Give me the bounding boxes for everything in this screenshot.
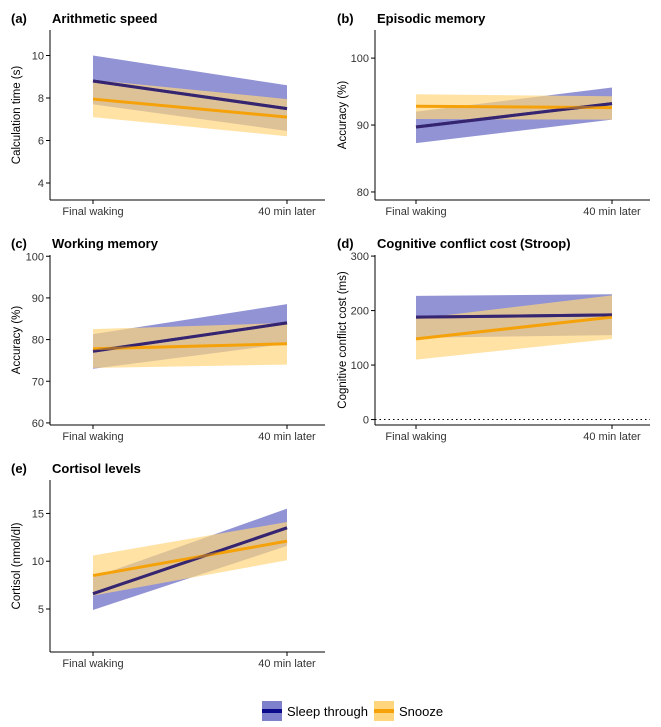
panel-title: Cortisol levels <box>52 461 141 476</box>
x-tick-label: Final waking <box>62 431 123 443</box>
x-tick-label: Final waking <box>385 431 446 443</box>
y-tick-label: 90 <box>32 293 44 305</box>
legend-item-snooze: Snooze <box>373 701 444 721</box>
series-line-overlap <box>92 321 288 353</box>
x-tick-label: Final waking <box>62 658 123 670</box>
x-tick-label: 40 min later <box>258 658 316 670</box>
y-tick-label: 0 <box>363 415 369 427</box>
y-tick-label: 100 <box>351 53 369 65</box>
panel-title: Episodic memory <box>377 11 486 26</box>
panel-label: (a) <box>11 11 27 26</box>
panel-title: Working memory <box>52 236 159 251</box>
y-tick-label: 10 <box>32 51 44 63</box>
y-axis-label: Calculation time (s) <box>11 66 23 165</box>
y-tick-label: 8 <box>38 93 44 105</box>
panel-label: (e) <box>11 461 27 476</box>
panel-title: Cognitive conflict cost (Stroop) <box>377 236 571 251</box>
panel-title: Arithmetic speed <box>52 11 158 26</box>
y-tick-label: 70 <box>32 376 44 388</box>
figure-canvas: (a) Arithmetic speed 4 6 8 10 Final waking 40 m… <box>11 11 650 670</box>
y-tick-label: 300 <box>351 251 369 263</box>
y-tick-label: 5 <box>38 604 44 616</box>
y-tick-label: 90 <box>357 120 369 132</box>
panel-c: (c) Working memory 60 70 80 90 100 Final waking… <box>11 236 325 443</box>
panel-label: (d) <box>337 236 354 251</box>
y-tick-label: 80 <box>32 335 44 347</box>
legend-swatch-sleep-through <box>262 701 282 721</box>
y-tick-label: 60 <box>32 418 44 430</box>
legend-item-sleep-through: Sleep through <box>262 701 368 721</box>
x-tick-label: 40 min later <box>258 206 316 218</box>
x-tick-label: 40 min later <box>258 431 316 443</box>
y-tick-label: 80 <box>357 187 369 199</box>
y-axis-label: Cortisol (nmol/dl) <box>11 522 23 609</box>
y-tick-label: 4 <box>38 178 44 190</box>
y-tick-label: 100 <box>351 360 369 372</box>
x-tick-label: Final waking <box>62 206 123 218</box>
panel-label: (b) <box>337 11 354 26</box>
legend-swatch-snooze <box>373 701 394 721</box>
legend-label-snooze: Snooze <box>398 703 444 719</box>
x-tick-label: 40 min later <box>583 206 641 218</box>
series-line-snooze <box>415 315 613 341</box>
legend-label-sleep-through: Sleep through <box>287 703 368 719</box>
legend: Sleep through Snooze <box>262 700 449 722</box>
panel-d: (d) Cognitive conflict cost (Stroop) 0 100 2… <box>337 236 650 443</box>
series-line-overlap <box>415 102 613 129</box>
x-tick-label: 40 min later <box>583 431 641 443</box>
y-tick-label: 200 <box>351 306 369 318</box>
x-tick-label: Final waking <box>385 206 446 218</box>
panel-e: (e) Cortisol levels 5 10 15 Final waking 40 mi… <box>11 461 325 670</box>
y-tick-label: 6 <box>38 136 44 148</box>
panel-a: (a) Arithmetic speed 4 6 8 10 Final waking 40 m… <box>11 11 325 218</box>
panel-label: (c) <box>11 236 27 251</box>
y-axis-label: Cognitive conflict cost (ms) <box>337 271 349 409</box>
y-tick-label: 15 <box>32 508 44 520</box>
panel-b: (b) Episodic memory 80 90 100 Final waking 40 … <box>337 11 650 218</box>
y-tick-label: 10 <box>32 556 44 568</box>
series-line-overlap <box>92 526 288 596</box>
y-axis-label: Accuracy (%) <box>337 81 349 150</box>
y-axis-label: Accuracy (%) <box>11 306 23 375</box>
series-line-snooze <box>92 539 288 578</box>
series-line-overlap <box>92 79 288 111</box>
y-tick-label: 100 <box>26 251 44 263</box>
series-line-overlap <box>415 313 613 319</box>
series-line-snooze <box>92 97 288 119</box>
